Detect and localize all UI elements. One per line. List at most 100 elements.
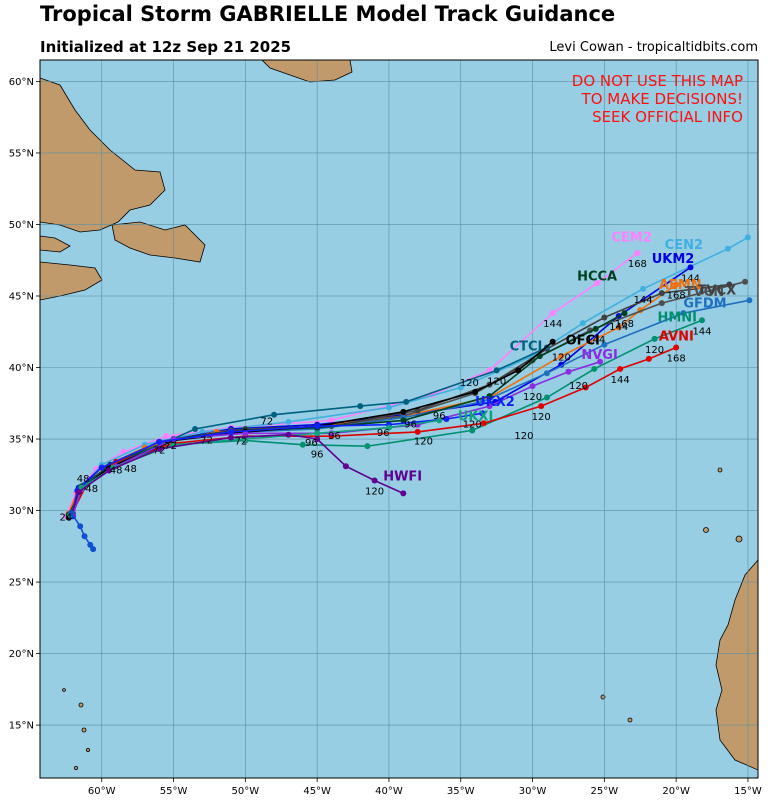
track-point-ofci bbox=[549, 338, 556, 345]
hour-label: 144 bbox=[692, 326, 711, 337]
track-point-hmni bbox=[469, 427, 476, 434]
model-label-ukx2: UKX2 bbox=[475, 395, 515, 410]
hour-label: 120 bbox=[460, 378, 479, 389]
track-point-gfdm bbox=[479, 398, 486, 405]
hour-label: 96 bbox=[305, 438, 318, 449]
hour-label: 144 bbox=[611, 375, 630, 386]
lon-tick-label: 25°W bbox=[591, 786, 619, 797]
track-point-gfdm bbox=[680, 310, 687, 317]
hour-label: 96 bbox=[377, 428, 390, 439]
track-point-hmni bbox=[591, 365, 598, 372]
warning-line-3: SEEK OFFICIAL INFO bbox=[592, 108, 743, 126]
track-point-gfdm bbox=[601, 341, 608, 348]
track-point-hwfi bbox=[156, 446, 163, 453]
track-point-gfdm bbox=[543, 370, 550, 377]
model-label-cen2: CEN2 bbox=[665, 238, 703, 253]
track-point-hafs bbox=[90, 546, 97, 553]
model-label-hwfi: HWFI bbox=[383, 470, 422, 485]
track-point-tvcx bbox=[726, 281, 733, 288]
track-point-hwfi bbox=[227, 434, 234, 441]
track-point-ukxi bbox=[314, 430, 321, 437]
lon-tick-label: 50°W bbox=[232, 786, 260, 797]
lat-tick-label: 55°N bbox=[9, 148, 34, 159]
warning-line-2: TO MAKE DECISIONS! bbox=[581, 90, 743, 108]
track-point-avni bbox=[480, 420, 487, 427]
track-point-hafs bbox=[87, 541, 94, 548]
model-label-aemn: AEMN bbox=[659, 278, 702, 293]
track-point-cem2 bbox=[634, 250, 641, 257]
track-point-cen2 bbox=[640, 285, 647, 292]
model-label-ukm2: UKM2 bbox=[652, 252, 695, 267]
hour-label: 120 bbox=[414, 437, 433, 448]
track-point-ukx2 bbox=[98, 464, 105, 471]
track-point-hmni bbox=[651, 335, 658, 342]
forecast-hour-labels: 1441681441441441681441681201441201441681… bbox=[59, 259, 711, 523]
lat-tick-label: 40°N bbox=[9, 363, 34, 374]
track-point-hmni bbox=[543, 394, 550, 401]
hour-label: 24 bbox=[59, 513, 72, 524]
hour-label: 96 bbox=[404, 420, 417, 431]
hour-label: 144 bbox=[586, 335, 605, 346]
track-point-hwfi bbox=[400, 490, 407, 497]
track-point-cen2 bbox=[744, 234, 751, 241]
credit: Levi Cowan - tropicaltidbits.com bbox=[549, 40, 758, 55]
lon-tick-label: 15°W bbox=[734, 786, 762, 797]
hour-label: 48 bbox=[110, 465, 123, 476]
lon-tick-label: 55°W bbox=[160, 786, 188, 797]
track-point-nvgi bbox=[597, 358, 604, 365]
model-label-avni: AVNI bbox=[659, 329, 694, 344]
track-point-hafs bbox=[77, 523, 84, 530]
hour-label: 72 bbox=[153, 445, 166, 456]
track-line-cem2 bbox=[65, 252, 638, 517]
track-point-ctci bbox=[493, 367, 500, 374]
track-point-tvcx bbox=[658, 290, 665, 297]
track-point-hcca bbox=[621, 310, 628, 317]
track-point-ofci bbox=[515, 367, 522, 374]
lon-tick-label: 30°W bbox=[519, 786, 547, 797]
lon-tick-label: 60°W bbox=[88, 786, 116, 797]
hour-label: 168 bbox=[615, 319, 634, 330]
track-point-hcca bbox=[400, 417, 407, 424]
hour-label: 120 bbox=[569, 381, 588, 392]
hour-label: 48 bbox=[85, 484, 98, 495]
model-label-tvcn: TVCN bbox=[685, 285, 724, 300]
track-point-avni bbox=[645, 355, 652, 362]
track-point-avni bbox=[673, 344, 680, 351]
track-point-nvgi bbox=[529, 383, 536, 390]
hour-label: 120 bbox=[514, 431, 533, 442]
track-point-ofci bbox=[400, 408, 407, 415]
track-point-cem2 bbox=[594, 280, 601, 287]
hour-label: 120 bbox=[365, 487, 384, 498]
track-point-hwfi bbox=[342, 463, 349, 470]
track-point-ukx2 bbox=[227, 428, 234, 435]
model-label-cem2: CEM2 bbox=[612, 231, 652, 246]
hour-label: 120 bbox=[463, 420, 482, 431]
hour-label: 144 bbox=[543, 319, 562, 330]
lon-tick-label: 35°W bbox=[447, 786, 475, 797]
track-point-hcca bbox=[592, 325, 599, 332]
track-point-ukx2 bbox=[314, 423, 321, 430]
track-point-hafs bbox=[81, 533, 88, 540]
hour-label: 120 bbox=[645, 345, 664, 356]
track-point-hwfi bbox=[371, 477, 378, 484]
hour-label: 96 bbox=[311, 450, 324, 461]
track-point-ukxi bbox=[385, 424, 392, 431]
hour-label: 72 bbox=[164, 441, 177, 452]
map-frame bbox=[39, 59, 759, 779]
track-point-cen2 bbox=[579, 320, 586, 327]
model-label-hmni: HMNI bbox=[657, 311, 697, 326]
model-tracks bbox=[62, 234, 753, 553]
lon-tick-label: 20°W bbox=[662, 786, 690, 797]
lat-tick-label: 25°N bbox=[9, 578, 34, 589]
hour-label: 120 bbox=[552, 352, 571, 363]
track-point-ukm2 bbox=[687, 264, 694, 271]
hour-label: 48 bbox=[77, 474, 90, 485]
hour-label: 72 bbox=[235, 437, 248, 448]
hour-label: 96 bbox=[433, 411, 446, 422]
track-point-avni bbox=[617, 365, 624, 372]
hour-label: 120 bbox=[523, 392, 542, 403]
track-point-hmni bbox=[299, 441, 306, 448]
track-point-cem2 bbox=[163, 433, 170, 440]
track-point-nvgi bbox=[565, 368, 572, 375]
